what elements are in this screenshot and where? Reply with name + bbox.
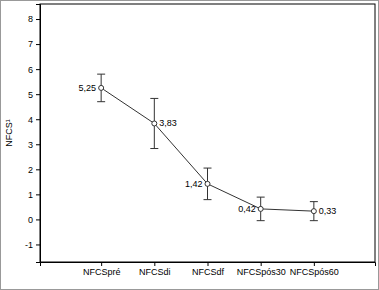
x-tick: NFCSpós30 (237, 262, 286, 277)
y-axis-line (36, 5, 41, 263)
data-label: 5,25 (79, 83, 97, 93)
x-tick-mark (101, 262, 102, 266)
y-tick-label: 6 (28, 65, 33, 75)
y-tick-label: 8 (28, 14, 33, 24)
error-cap (97, 101, 105, 102)
x-tick-label: NFCSdf (192, 267, 225, 277)
marker (258, 206, 263, 211)
x-tick-mark (208, 262, 209, 266)
marker (311, 209, 316, 214)
y-tick-mark (36, 19, 40, 20)
y-tick: 5 (28, 90, 40, 100)
y-tick-mark (36, 169, 40, 170)
y-tick-label: 4 (28, 115, 33, 125)
y-tick-label: 2 (28, 165, 33, 175)
error-cap (310, 220, 318, 221)
y-tick-label: 1 (28, 190, 33, 200)
x-tick-mark (154, 262, 155, 266)
error-cap (257, 220, 265, 221)
y-tick-label: 3 (28, 140, 33, 150)
marker (99, 85, 104, 90)
x-tick: NFCSdf (192, 262, 225, 277)
y-tick-mark (36, 94, 40, 95)
data-label: 0,42 (238, 204, 256, 214)
y-tick-mark (36, 194, 40, 195)
background (1, 1, 379, 290)
marker (205, 181, 210, 186)
y-tick: 0 (28, 215, 40, 225)
y-tick: 4 (28, 115, 40, 125)
data-label: 3,83 (159, 118, 177, 128)
x-tick-label: NFCSpré (83, 267, 121, 277)
y-tick: 2 (28, 165, 40, 175)
y-tick-mark (36, 44, 40, 45)
error-cap (310, 201, 318, 202)
chart: -1012345678NFCSpréNFCSdiNFCSdfNFCSpós30N… (0, 0, 379, 290)
error-cap (97, 74, 105, 75)
x-tick: NFCSdi (139, 262, 171, 277)
y-tick-mark (36, 119, 40, 120)
error-cap (150, 98, 158, 99)
error-bar (204, 168, 212, 200)
y-tick-label: 0 (28, 215, 33, 225)
y-axis: -1 0 1 2 3 4 5 6 7 8 (25, 5, 41, 263)
marker (152, 121, 157, 126)
x-tick: NFCSpré (83, 262, 121, 277)
x-tick-mark (261, 262, 262, 266)
x-tick-label: NFCSdi (139, 267, 171, 277)
y-tick-mark (36, 69, 40, 70)
y-tick-mark (36, 144, 40, 145)
plot-frame (40, 4, 375, 262)
y-tick-mark (36, 244, 40, 245)
y-tick: 6 (28, 65, 40, 75)
error-cap (204, 199, 212, 200)
y-tick: 8 (28, 14, 40, 24)
x-tick: NFCSpós60 (290, 262, 339, 277)
y-tick: -1 (25, 240, 40, 250)
x-axis: NFCSpré NFCSdi NFCSdf NFCSpós30 NFCSpós60 (41, 262, 376, 277)
error-bar (257, 197, 265, 221)
error-cap (204, 168, 212, 169)
plot-area (97, 74, 318, 221)
data-label: 1,42 (185, 179, 203, 189)
x-tick-label: NFCSpós60 (290, 267, 339, 277)
y-tick: 7 (28, 39, 40, 49)
error-cap (257, 197, 265, 198)
x-tick-mark (314, 262, 315, 266)
error-bar (97, 74, 105, 102)
x-tick-label: NFCSpós30 (237, 267, 286, 277)
y-tick-label: 7 (28, 39, 33, 49)
error-bar (310, 202, 318, 221)
y-tick-mark (36, 219, 40, 220)
y-tick: 3 (28, 140, 40, 150)
y-tick-label: 5 (28, 90, 33, 100)
x-axis-line (41, 263, 376, 267)
error-bar (150, 98, 158, 148)
line (101, 88, 314, 211)
y-axis-title: NFCS¹ (4, 119, 14, 147)
y-tick-label: -1 (25, 240, 33, 250)
y-tick: 1 (28, 190, 40, 200)
error-cap (150, 148, 158, 149)
data-label: 0,33 (319, 206, 337, 216)
